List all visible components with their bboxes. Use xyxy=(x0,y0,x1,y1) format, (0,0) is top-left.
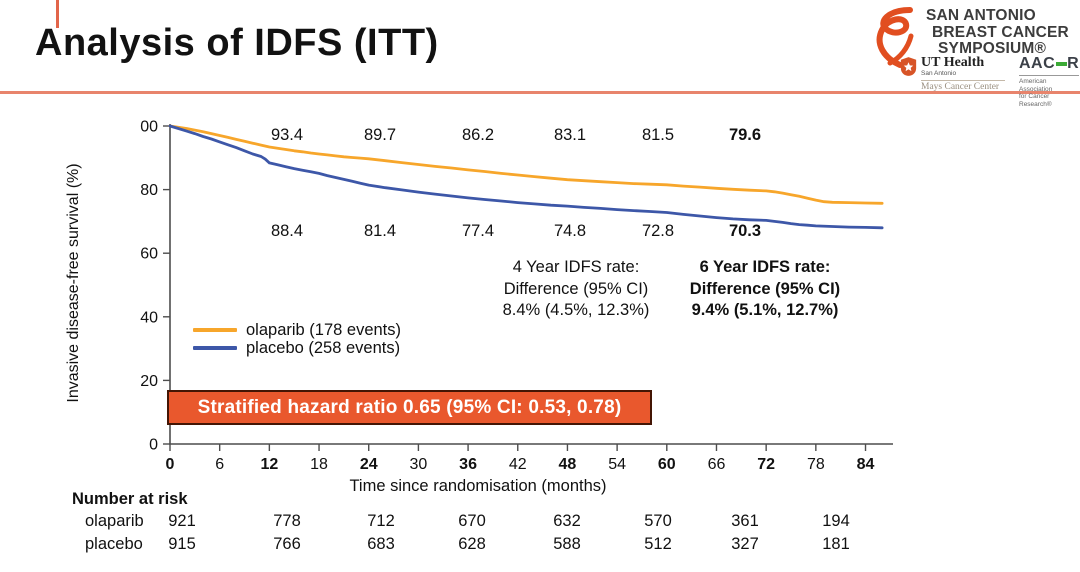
slide-edge-accent xyxy=(56,0,59,28)
aacr-subtitle-line2: for Cancer Research® xyxy=(1019,93,1052,108)
at-risk-count: 915 xyxy=(168,535,196,553)
rate-label: 81.5 xyxy=(641,126,675,144)
six-year-title: 6 Year IDFS rate: xyxy=(699,258,831,276)
four-year-line3: 8.4% (4.5%, 12.3%) xyxy=(502,301,650,319)
at-risk-count: 778 xyxy=(273,512,301,530)
rate-label: 88.4 xyxy=(270,222,304,240)
svg-text:36: 36 xyxy=(459,456,477,473)
aacr-letters-left: AAC xyxy=(1019,55,1056,72)
rate-label: 79.6 xyxy=(728,126,762,144)
svg-text:54: 54 xyxy=(608,456,626,473)
aacr-letter-right: R xyxy=(1067,55,1080,72)
at-risk-count: 921 xyxy=(168,512,196,530)
partner-logos: UT Health San Antonio Mays Cancer Center… xyxy=(900,56,1080,108)
svg-text:0: 0 xyxy=(166,456,175,473)
aacr-wordmark: AAC R xyxy=(1019,56,1079,72)
ut-health-wordmark: UT Health xyxy=(921,55,985,70)
svg-text:20: 20 xyxy=(140,373,158,390)
ut-sanantonio-label: San Antonio xyxy=(921,70,1005,81)
svg-text:12: 12 xyxy=(260,456,278,473)
rate-label: 93.4 xyxy=(270,126,304,144)
svg-text:72: 72 xyxy=(757,456,775,473)
svg-text:0: 0 xyxy=(149,437,158,454)
sabcs-line1: SAN ANTONIO xyxy=(926,7,1036,24)
ut-shield-icon xyxy=(900,57,917,76)
svg-text:66: 66 xyxy=(708,456,726,473)
rate-label: 72.8 xyxy=(641,222,675,240)
svg-text:80: 80 xyxy=(140,182,158,199)
number-at-risk-title: Number at risk xyxy=(72,490,188,508)
at-risk-count: 181 xyxy=(822,535,850,553)
four-year-title: 4 Year IDFS rate: xyxy=(512,258,640,276)
at-risk-count: 327 xyxy=(731,535,759,553)
risk-row-label-placebo: placebo xyxy=(85,535,143,553)
four-year-line2: Difference (95% CI) xyxy=(503,279,649,298)
svg-text:60: 60 xyxy=(140,246,158,263)
at-risk-count: 628 xyxy=(458,535,486,553)
rate-label: 70.3 xyxy=(728,222,762,240)
rate-label: 89.7 xyxy=(363,126,397,144)
placebo-line-swatch-icon xyxy=(193,346,237,350)
mays-cancer-center-label: Mays Cancer Center xyxy=(921,81,1000,92)
svg-text:42: 42 xyxy=(509,456,527,473)
sabcs-line3: SYMPOSIUM® xyxy=(938,40,1047,57)
at-risk-count: 512 xyxy=(644,535,672,553)
svg-text:100: 100 xyxy=(140,119,158,136)
aacr-logo: AAC R American Association for Cancer Res… xyxy=(1019,56,1080,108)
svg-text:78: 78 xyxy=(807,456,825,473)
y-axis-label: Invasive disease-free survival (%) xyxy=(65,163,82,403)
sabcs-logo: SAN ANTONIO BREAST CANCER SYMPOSIUM® UT … xyxy=(862,4,1080,108)
header-divider xyxy=(0,91,1080,94)
at-risk-count: 194 xyxy=(822,512,850,530)
at-risk-count: 361 xyxy=(731,512,759,530)
sabcs-ribbon-icon xyxy=(876,7,914,68)
svg-text:24: 24 xyxy=(360,456,378,473)
at-risk-count: 670 xyxy=(458,512,486,530)
six-year-idfs-annotation: 6 Year IDFS rate: Difference (95% CI) 9.… xyxy=(640,257,890,322)
rate-label: 81.4 xyxy=(363,222,397,240)
legend-row-olaparib: olaparib (178 events) xyxy=(193,321,401,339)
rate-label: 83.1 xyxy=(553,126,587,144)
sabcs-wordmark: SAN ANTONIO BREAST CANCER SYMPOSIUM® xyxy=(926,7,1069,58)
ut-health-logo: UT Health San Antonio Mays Cancer Center xyxy=(900,56,1005,92)
svg-text:84: 84 xyxy=(857,456,875,473)
at-risk-count: 766 xyxy=(273,535,301,553)
hazard-ratio-box: Stratified hazard ratio 0.65 (95% CI: 0.… xyxy=(167,390,652,425)
six-year-line3: 9.4% (5.1%, 12.7%) xyxy=(691,301,839,319)
rate-label: 74.8 xyxy=(553,222,587,240)
legend-label-olaparib: olaparib (178 events) xyxy=(246,320,402,339)
svg-text:18: 18 xyxy=(310,456,328,473)
rate-label: 86.2 xyxy=(461,126,495,144)
svg-text:6: 6 xyxy=(215,456,224,473)
svg-text:48: 48 xyxy=(559,456,577,473)
aacr-subtitle-line1: American Association xyxy=(1019,78,1053,93)
at-risk-count: 632 xyxy=(553,512,581,530)
x-axis-label: Time since randomisation (months) xyxy=(349,477,607,495)
at-risk-count: 588 xyxy=(553,535,581,553)
risk-row-label-olaparib: olaparib xyxy=(85,512,144,530)
aacr-green-bar-icon xyxy=(1056,62,1068,66)
at-risk-count: 570 xyxy=(644,512,672,530)
at-risk-count: 712 xyxy=(367,512,395,530)
svg-text:60: 60 xyxy=(658,456,676,473)
svg-text:30: 30 xyxy=(410,456,428,473)
page-title: Analysis of IDFS (ITT) xyxy=(35,22,439,64)
svg-text:40: 40 xyxy=(140,309,158,326)
legend: olaparib (178 events) placebo (258 event… xyxy=(193,321,401,357)
aacr-subtitle: American Association for Cancer Research… xyxy=(1019,75,1080,108)
four-year-idfs-annotation: 4 Year IDFS rate: Difference (95% CI) 8.… xyxy=(452,257,700,322)
olaparib-line-swatch-icon xyxy=(193,328,237,332)
sabcs-line2: BREAST CANCER xyxy=(932,23,1069,41)
six-year-line2: Difference (95% CI) xyxy=(689,279,841,298)
legend-row-placebo: placebo (258 events) xyxy=(193,339,401,357)
rate-label: 77.4 xyxy=(461,222,495,240)
legend-label-placebo: placebo (258 events) xyxy=(246,338,401,357)
at-risk-count: 683 xyxy=(367,535,395,553)
km-plot: 0 6 12 18 24 30 36 42 48 54 60 66 72 78 84 0 20 40 60 80 100 xyxy=(140,119,893,473)
